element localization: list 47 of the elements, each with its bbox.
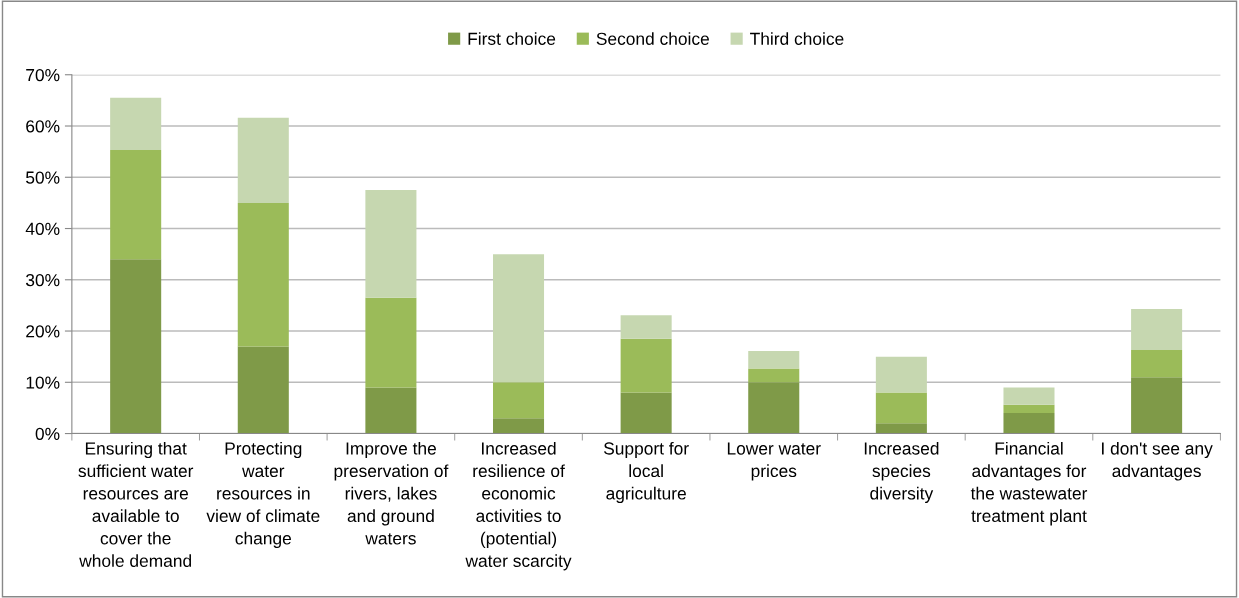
- y-tick-label: 50%: [26, 171, 60, 184]
- y-tick-label: 30%: [25, 273, 60, 287]
- bar: [875, 356, 927, 393]
- bar: [875, 392, 927, 424]
- y-tick-label: 0%: [35, 427, 60, 441]
- x-tick-label: Ensuring that sufficient water resources are available to cover the whole demand: [78, 441, 194, 568]
- bar: [620, 315, 672, 339]
- bar: [1131, 350, 1183, 378]
- bar: [237, 117, 289, 203]
- bar: [110, 97, 162, 151]
- bar: [365, 387, 417, 434]
- bar: [1003, 387, 1055, 405]
- bar: [620, 338, 672, 393]
- bar: [110, 150, 162, 260]
- x-tick-label: Increased resilience of economic activities to (potential) water scarcity: [465, 441, 572, 571]
- bar: [493, 382, 545, 419]
- x-tick-label: Support for local agriculture: [603, 441, 689, 504]
- x-tick-label: Improve the preservation of rivers, lakes and ground waters: [334, 441, 449, 545]
- bar: [875, 423, 927, 434]
- bar: [748, 368, 800, 383]
- legend-label: Third choice: [750, 32, 844, 45]
- x-tick-label: I don't see any advantages: [1102, 441, 1213, 481]
- bar: [1131, 309, 1183, 350]
- bar: [237, 202, 289, 347]
- bar: [748, 382, 800, 434]
- x-tick-label: Lower water prices: [727, 442, 821, 481]
- bar: [365, 297, 417, 388]
- y-tick-label: 40%: [25, 222, 60, 235]
- y-tick-label: 60%: [26, 120, 60, 133]
- x-tick-label: Financial advantages for the wastewater treatment plant: [970, 441, 1088, 526]
- x-tick-label: Increased species diversity: [864, 441, 939, 504]
- bar: [493, 254, 545, 383]
- y-tick-label: 70%: [26, 68, 60, 82]
- bar: [1003, 413, 1055, 434]
- bar: [237, 346, 289, 434]
- bar: [110, 259, 162, 434]
- legend-label: Second choice: [596, 32, 709, 45]
- bar: [620, 392, 672, 434]
- legend-label: First choice: [468, 32, 556, 45]
- bar: [365, 190, 417, 298]
- bar: [1131, 377, 1183, 434]
- x-tick-label: Protecting water resources in view of climate change: [206, 441, 320, 548]
- bar: [1003, 404, 1055, 414]
- bar: [748, 351, 800, 369]
- y-tick-label: 20%: [26, 325, 60, 338]
- bar: [493, 418, 545, 434]
- y-tick-label: 10%: [26, 376, 60, 389]
